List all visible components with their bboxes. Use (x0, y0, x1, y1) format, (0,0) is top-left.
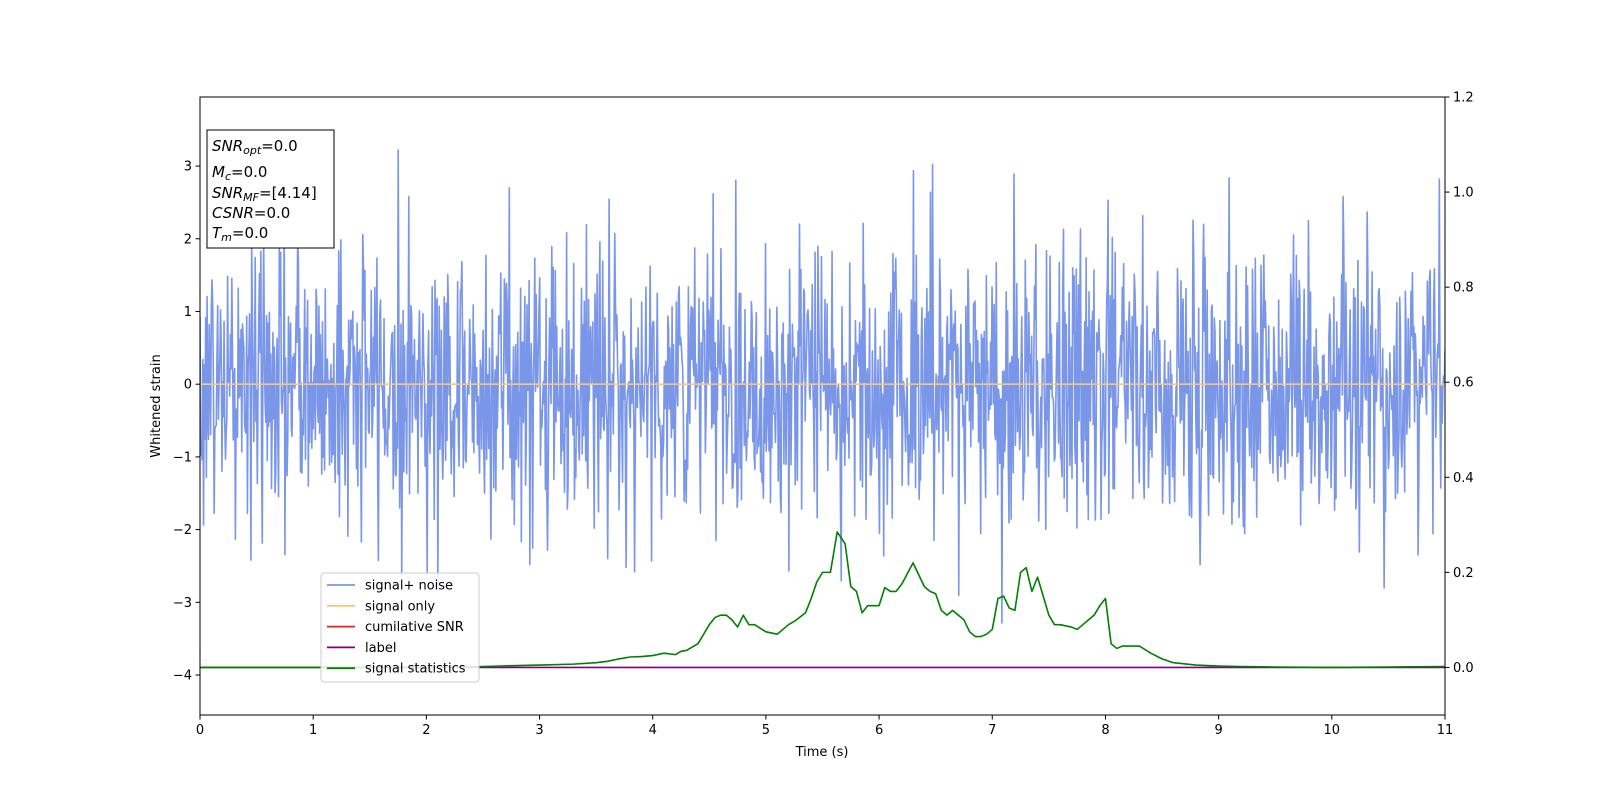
info-csnr: CSNR=0.0 (212, 204, 290, 222)
legend-label-cumilative-snr: cumilative SNR (365, 620, 464, 635)
y-tick-label: −4 (173, 669, 192, 684)
y-axis-left: −4 −3 −2 −1 0 1 2 3 (173, 160, 200, 684)
y2-tick-label: 0.6 (1453, 376, 1474, 391)
x-tick-label: 9 (1214, 723, 1222, 738)
series-signal-noise (200, 149, 1445, 624)
info-box: SNRopt=0.0 Mc=0.0 SNRMF=[4.14] CSNR=0.0 … (206, 129, 335, 249)
legend-label-signal-statistics: signal statistics (365, 662, 466, 677)
y-tick-label: −3 (173, 596, 192, 611)
x-tick-label: 4 (649, 723, 657, 738)
legend: signal+ noise signal only cumilative SNR la… (320, 572, 480, 683)
y2-tick-label: 0.4 (1453, 471, 1474, 486)
y-tick-label: 3 (184, 160, 192, 175)
y-tick-label: −2 (173, 523, 192, 538)
legend-label-signal-noise: signal+ noise (365, 579, 453, 594)
x-tick-label: 3 (535, 723, 543, 738)
x-tick-label: 7 (988, 723, 996, 738)
x-tick-label: 0 (196, 723, 204, 738)
plot-frame (199, 96, 1446, 716)
y2-tick-label: 1.0 (1453, 186, 1474, 201)
y2-tick-label: 1.2 (1453, 91, 1474, 106)
y-tick-label: 0 (184, 378, 192, 393)
info-mc: Mc=0.0 (212, 163, 267, 183)
y-tick-label: −1 (173, 450, 192, 465)
info-snr-mf: SNRMF=[4.14] (212, 184, 317, 204)
x-tick-label: 11 (1437, 723, 1454, 738)
y2-tick-label: 0.0 (1453, 661, 1474, 676)
info-snr-opt: SNRopt=0.0 (212, 137, 298, 157)
y-tick-label: 1 (184, 305, 192, 320)
x-tick-label: 5 (762, 723, 770, 738)
y2-tick-label: 0.2 (1453, 566, 1474, 581)
x-tick-label: 2 (422, 723, 430, 738)
x-tick-label: 8 (1101, 723, 1109, 738)
legend-label-signal-only: signal only (365, 599, 435, 614)
y2-tick-label: 0.8 (1453, 281, 1474, 296)
x-tick-label: 10 (1324, 723, 1341, 738)
y-tick-label: 2 (184, 232, 192, 247)
x-axis-label: Time (s) (795, 745, 849, 760)
series-signal-statistics (200, 531, 1445, 669)
info-box-frame (206, 129, 335, 249)
y-axis-right: 0.0 0.2 0.4 0.6 0.8 1.0 1.2 (1445, 91, 1474, 676)
x-tick-label: 6 (875, 723, 883, 738)
legend-frame (320, 572, 480, 683)
legend-label-label: label (365, 641, 396, 656)
x-tick-label: 1 (309, 723, 317, 738)
x-axis: 0 1 2 3 4 5 6 7 8 9 10 11 (196, 715, 1453, 738)
info-tm: Tm=0.0 (212, 224, 268, 244)
y-axis-label: Whitened strain (149, 354, 164, 457)
